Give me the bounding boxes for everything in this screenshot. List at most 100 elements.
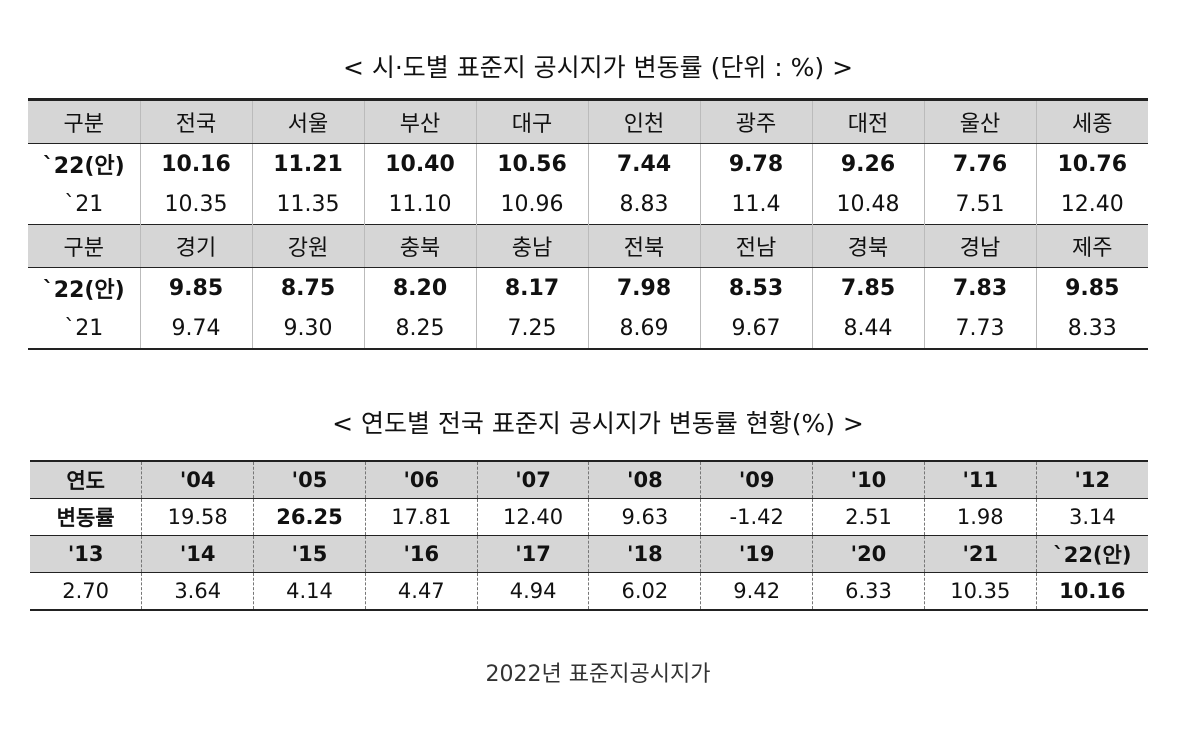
table-cell: 10.56: [475, 143, 588, 184]
table-row: 연도 '04'05'06'07'08'09'10'11'12: [30, 460, 1148, 499]
table-cell: 충남: [475, 224, 588, 268]
table-cell: 9.63: [588, 498, 701, 536]
table-cell: 9.67: [699, 308, 812, 349]
table-cell: 7.76: [923, 143, 1036, 184]
table-cell: 1.98: [923, 498, 1037, 536]
table-cell: -1.42: [700, 498, 813, 536]
table-row: 변동률 19.58 26.25 17.81 12.40 9.63 -1.42 2.51 1.98…: [30, 498, 1148, 536]
table-cell: 10.16: [1035, 572, 1148, 610]
table-cell: '09: [700, 460, 813, 499]
table-cell: '15: [253, 535, 366, 573]
table-cell: 6.02: [588, 572, 701, 610]
table-cell: 9.74: [139, 308, 252, 349]
table-cell: 경남: [923, 224, 1036, 268]
table-cell: '04: [141, 460, 254, 499]
table-cell: '18: [588, 535, 701, 573]
table-cell: 7.25: [475, 308, 588, 349]
table-cell: 8.53: [699, 267, 812, 308]
table-cell: '20: [812, 535, 925, 573]
table-cell: 경기: [139, 224, 252, 268]
table-cell: 11.21: [251, 143, 364, 184]
table-cell: '14: [141, 535, 254, 573]
table-cell: 8.33: [1035, 308, 1148, 349]
table-cell: `21: [64, 191, 104, 217]
table-cell: 7.83: [923, 267, 1036, 308]
table-cell: 인천: [587, 99, 700, 144]
table-cell: 세종: [1035, 99, 1148, 144]
table-cell: 8.83: [587, 184, 700, 225]
table-row: '13'14'15'16'17'18'19'20'21 `22(안): [30, 535, 1148, 573]
table-cell: 9.85: [139, 267, 252, 308]
table-cell: 서울: [251, 99, 364, 144]
table-cell: '05: [253, 460, 366, 499]
table-row: `21 10.35 11.35 11.10 10.96 8.83 11.4 10.48 7.51…: [28, 184, 1148, 225]
table-cell: 3.14: [1035, 498, 1148, 536]
table-cell: `22(안): [1035, 535, 1148, 573]
table-cell: 8.75: [251, 267, 364, 308]
table-row: `21 9.74 9.30 8.25 7.25 8.69 9.67 8.44 7.73 8.33: [28, 308, 1148, 349]
table-cell: `22(안): [42, 154, 125, 179]
table-cell: 9.26: [811, 143, 924, 184]
table-cell: 11.10: [363, 184, 476, 225]
table-cell: 10.96: [475, 184, 588, 225]
table-cell: '19: [700, 535, 813, 573]
table-cell: '06: [364, 460, 478, 499]
table-cell: 7.98: [587, 267, 700, 308]
table-cell: 7.73: [923, 308, 1036, 349]
table-cell: 대전: [811, 99, 924, 144]
table-cell: '11: [923, 460, 1037, 499]
table-title: < 연도별 전국 표준지 공시지가 변동률 현황(%) >: [332, 409, 864, 438]
table-cell: 26.25: [253, 498, 366, 536]
table-cell: 10.35: [923, 572, 1037, 610]
table-cell: 10.40: [363, 143, 476, 184]
table-cell: 구분: [28, 224, 140, 268]
table-cell: 11.4: [699, 184, 812, 225]
caption: 2022년 표준지공시지가: [485, 662, 711, 687]
table-cell: 4.94: [476, 572, 589, 610]
table-cell: 9.30: [251, 308, 364, 349]
table-row: 2.70 3.64 4.14 4.47 4.94 6.02 9.42 6.33 10.35 10.…: [30, 572, 1148, 610]
table-cell: 3.64: [141, 572, 254, 610]
table-cell: `21: [64, 315, 104, 341]
table-cell: 변동률: [56, 506, 115, 530]
table-cell: 경북: [811, 224, 924, 268]
yearly-table: 연도 '04'05'06'07'08'09'10'11'12 변동률 19.58 26.…: [30, 460, 1148, 611]
table-cell: 전북: [587, 224, 700, 268]
table-cell: 8.69: [587, 308, 700, 349]
table-cell: 2.51: [812, 498, 925, 536]
table-cell: '17: [476, 535, 589, 573]
table-cell: 17.81: [364, 498, 478, 536]
table-cell: 7.44: [587, 143, 700, 184]
table-cell: 8.17: [475, 267, 588, 308]
table-cell: 10.76: [1035, 143, 1148, 184]
table-cell: 8.25: [363, 308, 476, 349]
table-cell: 9.42: [700, 572, 813, 610]
table-row: `22(안) 9.85 8.75 8.20 8.17 7.98 8.53 7.85 7.83 9.…: [28, 267, 1148, 308]
table-cell: `22(안): [42, 278, 125, 303]
table-cell: 9.78: [699, 143, 812, 184]
table-cell: '07: [476, 460, 589, 499]
regional-table: 구분 전국 서울 부산 대구 인천 광주 대전 울산 세종 `22(안) 10.16 11.21 10.4…: [28, 98, 1148, 350]
table-title: < 시·도별 표준지 공시지가 변동률 (단위 : %) >: [342, 53, 854, 82]
table-cell: 전국: [139, 99, 252, 144]
table-cell: 광주: [699, 99, 812, 144]
table-row: 구분 경기 강원 충북 충남 전북 전남 경북 경남 제주: [28, 224, 1148, 268]
table-cell: '16: [364, 535, 478, 573]
table-cell: 9.85: [1035, 267, 1148, 308]
table-cell: 구분: [28, 99, 140, 144]
table-cell: 충북: [363, 224, 476, 268]
table-cell: 전남: [699, 224, 812, 268]
table-cell: '08: [588, 460, 701, 499]
table-cell: 4.14: [253, 572, 366, 610]
table-cell: '21: [923, 535, 1037, 573]
table-cell: 8.44: [811, 308, 924, 349]
table-cell: '12: [1035, 460, 1148, 499]
table-cell: '13: [30, 535, 142, 573]
table-cell: 부산: [363, 99, 476, 144]
table-cell: 7.85: [811, 267, 924, 308]
table-cell: 12.40: [1035, 184, 1148, 225]
table-cell: 8.20: [363, 267, 476, 308]
table-row: 구분 전국 서울 부산 대구 인천 광주 대전 울산 세종: [28, 99, 1148, 144]
table-cell: 제주: [1035, 224, 1148, 268]
table-cell: 강원: [251, 224, 364, 268]
